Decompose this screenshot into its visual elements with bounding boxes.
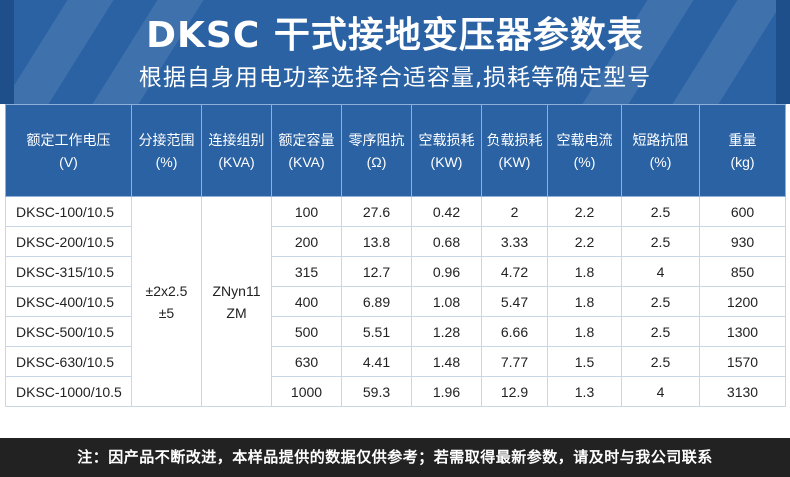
cell-short-circuit-impedance: 4 <box>621 256 700 287</box>
cell-capacity: 315 <box>271 256 342 287</box>
cell-no-load-current: 2.2 <box>547 226 622 257</box>
cell-weight: 3130 <box>699 376 786 407</box>
cell-no-load-loss: 1.08 <box>411 286 482 317</box>
cell-zero-seq-impedance: 59.3 <box>341 376 412 407</box>
header-tap-range: 分接范围 (%) <box>131 104 202 197</box>
cell-no-load-loss: 1.28 <box>411 316 482 347</box>
footer-note: 注：因产品不断改进，本样品提供的数据仅供参考；若需取得最新参数，请及时与我公司联… <box>0 438 790 477</box>
table-row: DKSC-500/10.5 500 5.51 1.28 6.66 1.8 2.5… <box>5 316 786 347</box>
cell-load-loss: 6.66 <box>481 316 548 347</box>
cell-weight: 1300 <box>699 316 786 347</box>
cell-zero-seq-impedance: 27.6 <box>341 196 412 227</box>
header-connection-group: 连接组别 (KVA) <box>201 104 272 197</box>
cell-tap-range: ±2x2.5 ±5 <box>131 196 202 407</box>
cell-model: DKSC-100/10.5 <box>5 196 132 227</box>
cell-capacity: 630 <box>271 346 342 377</box>
cell-load-loss: 7.77 <box>481 346 548 377</box>
cell-weight: 850 <box>699 256 786 287</box>
cell-no-load-current: 2.2 <box>547 196 622 227</box>
cell-capacity: 1000 <box>271 376 342 407</box>
header-no-load-loss: 空载损耗 (KW) <box>411 104 482 197</box>
cell-no-load-current: 1.8 <box>547 286 622 317</box>
cell-weight: 930 <box>699 226 786 257</box>
cell-model: DKSC-315/10.5 <box>5 256 132 287</box>
cell-zero-seq-impedance: 12.7 <box>341 256 412 287</box>
header-rated-voltage: 额定工作电压 (V) <box>5 104 132 197</box>
cell-connection-group: ZNyn11 ZM <box>201 196 272 407</box>
cell-load-loss: 3.33 <box>481 226 548 257</box>
cell-weight: 600 <box>699 196 786 227</box>
cell-weight: 1200 <box>699 286 786 317</box>
cell-model: DKSC-200/10.5 <box>5 226 132 257</box>
banner-edge-left <box>0 0 14 104</box>
cell-short-circuit-impedance: 2.5 <box>621 226 700 257</box>
cell-no-load-loss: 0.68 <box>411 226 482 257</box>
table-row: DKSC-1000/10.5 1000 59.3 1.96 12.9 1.3 4… <box>5 376 786 407</box>
cell-short-circuit-impedance: 2.5 <box>621 316 700 347</box>
cell-model: DKSC-500/10.5 <box>5 316 132 347</box>
cell-weight: 1570 <box>699 346 786 377</box>
title-banner: DKSC 干式接地变压器参数表 根据自身用电功率选择合适容量,损耗等确定型号 <box>0 0 790 104</box>
cell-load-loss: 5.47 <box>481 286 548 317</box>
cell-no-load-loss: 1.48 <box>411 346 482 377</box>
cell-load-loss: 4.72 <box>481 256 548 287</box>
cell-model: DKSC-400/10.5 <box>5 286 132 317</box>
cell-capacity: 200 <box>271 226 342 257</box>
cell-no-load-loss: 1.96 <box>411 376 482 407</box>
banner-edge-right <box>776 0 790 104</box>
cell-capacity: 500 <box>271 316 342 347</box>
table-header-row: 额定工作电压 (V) 分接范围 (%) 连接组别 (KVA) 额定容量 (KVA) 零序… <box>5 104 786 197</box>
cell-no-load-current: 1.3 <box>547 376 622 407</box>
table-row: DKSC-200/10.5 200 13.8 0.68 3.33 2.2 2.5… <box>5 226 786 257</box>
cell-zero-seq-impedance: 5.51 <box>341 316 412 347</box>
cell-load-loss: 2 <box>481 196 548 227</box>
table-row: DKSC-630/10.5 630 4.41 1.48 7.77 1.5 2.5… <box>5 346 786 377</box>
cell-short-circuit-impedance: 2.5 <box>621 196 700 227</box>
cell-no-load-current: 1.5 <box>547 346 622 377</box>
cell-no-load-current: 1.8 <box>547 316 622 347</box>
header-no-load-current: 空载电流 (%) <box>547 104 622 197</box>
header-weight: 重量 (kg) <box>699 104 786 197</box>
cell-no-load-loss: 0.96 <box>411 256 482 287</box>
cell-short-circuit-impedance: 4 <box>621 376 700 407</box>
header-short-circuit-impedance: 短路抗阻 (%) <box>621 104 700 197</box>
table-row: DKSC-315/10.5 315 12.7 0.96 4.72 1.8 4 8… <box>5 256 786 287</box>
page-title: DKSC 干式接地变压器参数表 <box>146 15 644 56</box>
parameter-table: 额定工作电压 (V) 分接范围 (%) 连接组别 (KVA) 额定容量 (KVA) 零序… <box>5 104 786 407</box>
cell-zero-seq-impedance: 6.89 <box>341 286 412 317</box>
header-zero-sequence-impedance: 零序阻抗 (Ω) <box>341 104 412 197</box>
cell-model: DKSC-630/10.5 <box>5 346 132 377</box>
header-rated-capacity: 额定容量 (KVA) <box>271 104 342 197</box>
cell-short-circuit-impedance: 2.5 <box>621 286 700 317</box>
table-row: DKSC-400/10.5 400 6.89 1.08 5.47 1.8 2.5… <box>5 286 786 317</box>
cell-zero-seq-impedance: 4.41 <box>341 346 412 377</box>
cell-capacity: 100 <box>271 196 342 227</box>
cell-zero-seq-impedance: 13.8 <box>341 226 412 257</box>
cell-capacity: 400 <box>271 286 342 317</box>
cell-short-circuit-impedance: 2.5 <box>621 346 700 377</box>
header-load-loss: 负载损耗 (KW) <box>481 104 548 197</box>
table-row: DKSC-100/10.5 ±2x2.5 ±5 ZNyn11 ZM 100 27.6… <box>5 196 786 407</box>
cell-model: DKSC-1000/10.5 <box>5 376 132 407</box>
cell-load-loss: 12.9 <box>481 376 548 407</box>
cell-no-load-loss: 0.42 <box>411 196 482 227</box>
page-subtitle: 根据自身用电功率选择合适容量,损耗等确定型号 <box>138 65 652 91</box>
cell-no-load-current: 1.8 <box>547 256 622 287</box>
